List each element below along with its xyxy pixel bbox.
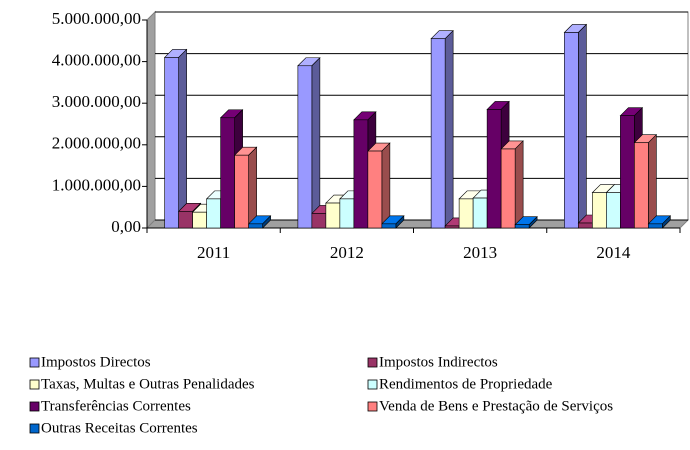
bar <box>297 65 313 229</box>
legend-label: Impostos Directos <box>41 354 151 370</box>
legend-label: Taxas, Multas e Outras Penalidades <box>41 376 255 392</box>
legend-swatch <box>29 401 40 412</box>
bar <box>430 38 446 229</box>
bar <box>458 198 474 229</box>
x-tick-label: 2013 <box>463 243 497 262</box>
y-tick-label: 3.000.000,00 <box>52 92 141 111</box>
legend-swatch <box>367 379 378 390</box>
bar-side <box>648 133 657 229</box>
bar <box>311 213 327 229</box>
bar <box>192 211 207 229</box>
legend-label: Rendimentos de Propriedade <box>379 376 553 392</box>
legend-swatch <box>367 401 378 412</box>
bar <box>353 119 369 229</box>
y-tick-label: 4.000.000,00 <box>52 51 141 70</box>
side-wall <box>146 10 156 230</box>
bar <box>325 202 341 229</box>
legend-swatch <box>367 357 378 368</box>
bar <box>367 150 383 229</box>
bar-side <box>178 48 187 229</box>
legend-swatch <box>29 379 40 390</box>
bar <box>578 222 593 229</box>
bar <box>514 224 530 229</box>
y-tick-label: 1.000.000,00 <box>52 175 141 194</box>
legend-swatch <box>29 423 40 434</box>
bar <box>178 211 193 229</box>
bar <box>248 223 263 229</box>
bar <box>472 197 488 229</box>
bar <box>648 223 663 229</box>
bar <box>339 198 355 229</box>
bar <box>620 115 635 229</box>
legend-label: Venda de Bens e Prestação de Serviços <box>379 398 613 414</box>
x-tick-label: 2012 <box>330 243 364 262</box>
x-tick-label: 2014 <box>596 243 631 262</box>
bar <box>606 192 621 229</box>
y-tick-label: 2.000.000,00 <box>52 134 141 153</box>
legend-label: Transferências Correntes <box>41 398 191 414</box>
bar <box>564 32 579 229</box>
bar-side <box>381 142 391 229</box>
bar <box>164 57 179 229</box>
bar-side <box>444 29 454 229</box>
bar-side <box>248 146 257 229</box>
bar-side <box>311 57 321 229</box>
bar <box>381 223 397 229</box>
bar <box>234 154 249 229</box>
y-tick-label: 5.000.000,00 <box>52 9 141 28</box>
bar <box>444 225 460 229</box>
bar <box>486 109 502 229</box>
legend-label: Impostos Indirectos <box>379 354 498 370</box>
bar <box>500 148 516 229</box>
bar <box>592 192 607 229</box>
legend-label: Outras Receitas Correntes <box>41 420 198 436</box>
bar-side <box>578 23 587 229</box>
y-tick-label: 0,00 <box>111 217 141 236</box>
bar <box>220 117 235 229</box>
legend-swatch <box>29 357 40 368</box>
bar <box>634 142 649 229</box>
x-tick-label: 2011 <box>197 243 230 262</box>
bar-side <box>514 140 524 229</box>
bar <box>206 198 221 229</box>
